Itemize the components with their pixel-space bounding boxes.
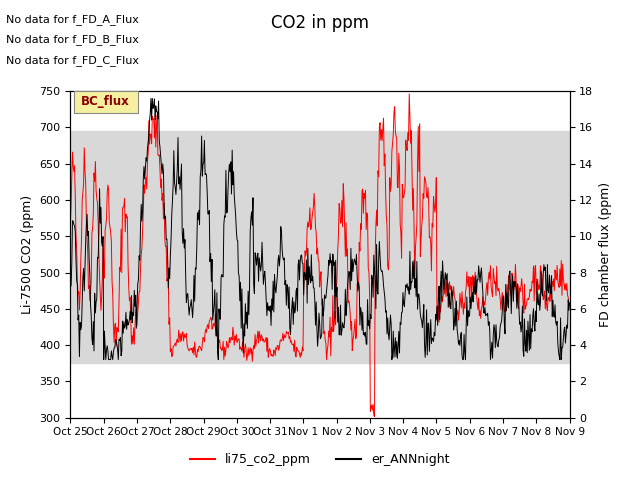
- Text: No data for f_FD_A_Flux: No data for f_FD_A_Flux: [6, 14, 140, 25]
- Y-axis label: FD chamber flux (ppm): FD chamber flux (ppm): [599, 182, 612, 327]
- Text: CO2 in ppm: CO2 in ppm: [271, 14, 369, 33]
- Text: No data for f_FD_B_Flux: No data for f_FD_B_Flux: [6, 35, 140, 46]
- Text: No data for f_FD_C_Flux: No data for f_FD_C_Flux: [6, 55, 140, 66]
- Text: BC_flux: BC_flux: [81, 96, 130, 108]
- Bar: [70, 131, 570, 363]
- Legend: li75_co2_ppm, er_ANNnight: li75_co2_ppm, er_ANNnight: [186, 448, 454, 471]
- Y-axis label: Li-7500 CO2 (ppm): Li-7500 CO2 (ppm): [21, 195, 34, 314]
